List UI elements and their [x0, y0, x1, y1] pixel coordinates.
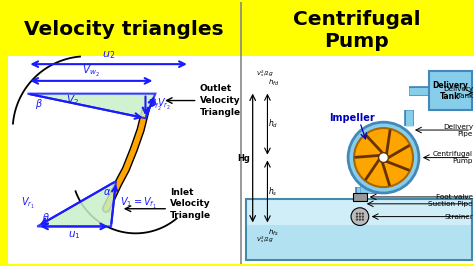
Text: Strainer: Strainer [444, 214, 473, 220]
Circle shape [362, 218, 364, 221]
Text: $V_{w_2}$: $V_{w_2}$ [82, 64, 100, 79]
Bar [8, 56, 241, 264]
Circle shape [356, 213, 358, 215]
Text: Pump: Pump [325, 32, 389, 51]
Text: $V_{r_1}$: $V_{r_1}$ [21, 196, 35, 211]
Bar [246, 199, 472, 260]
Text: $\theta$: $\theta$ [42, 211, 50, 223]
Text: Centrifugal
Pump: Centrifugal Pump [433, 151, 473, 164]
Circle shape [379, 153, 388, 163]
Text: $u_1$: $u_1$ [68, 229, 81, 241]
Polygon shape [27, 94, 155, 118]
Text: Centrifugal: Centrifugal [293, 10, 421, 29]
Circle shape [356, 215, 358, 218]
Bar [241, 56, 474, 264]
Text: $V_2$: $V_2$ [65, 94, 79, 107]
Text: $\Phi$: $\Phi$ [148, 97, 157, 109]
Text: Delivery
Tank: Delivery Tank [432, 81, 468, 101]
Circle shape [351, 208, 369, 226]
Text: Inlet
Velocity
Triangle: Inlet Velocity Triangle [170, 188, 211, 220]
Text: $h_s$: $h_s$ [268, 185, 278, 198]
Circle shape [362, 215, 364, 218]
Bar [353, 193, 367, 201]
Circle shape [359, 218, 361, 221]
Text: $V_1 = V_{f_1}$: $V_1 = V_{f_1}$ [120, 196, 157, 211]
Text: Foot valve: Foot valve [436, 194, 473, 200]
FancyBboxPatch shape [429, 71, 472, 110]
Text: Outlet
Velocity
Triangle: Outlet Velocity Triangle [200, 84, 241, 117]
Circle shape [359, 213, 361, 215]
Circle shape [362, 213, 364, 215]
Polygon shape [37, 181, 116, 226]
Text: $\alpha$: $\alpha$ [103, 187, 111, 197]
Text: Hg: Hg [237, 153, 250, 163]
Text: Velocity triangles: Velocity triangles [24, 20, 224, 39]
Text: $u_2$: $u_2$ [101, 49, 115, 61]
Text: Suction Pipe: Suction Pipe [428, 201, 473, 207]
Text: Impeller: Impeller [329, 113, 375, 123]
Text: $V_{f_2}$: $V_{f_2}$ [148, 98, 162, 113]
Text: $h_{fs}$: $h_{fs}$ [268, 228, 279, 238]
Text: Delivery
Tank: Delivery Tank [443, 86, 473, 99]
Bar [247, 225, 471, 259]
Circle shape [354, 128, 413, 187]
Text: Delivery
Pipe: Delivery Pipe [443, 123, 473, 136]
Circle shape [356, 218, 358, 221]
Circle shape [348, 122, 419, 193]
Text: $V_s^2/2g$: $V_s^2/2g$ [255, 68, 274, 79]
Text: $V_s^2/2g$: $V_s^2/2g$ [255, 234, 274, 245]
Text: $h_d$: $h_d$ [268, 118, 279, 130]
Text: $V_{r_2}$: $V_{r_2}$ [157, 97, 171, 112]
Text: $h_{fd}$: $h_{fd}$ [268, 78, 280, 88]
Text: $\beta$: $\beta$ [35, 97, 43, 111]
Circle shape [359, 215, 361, 218]
